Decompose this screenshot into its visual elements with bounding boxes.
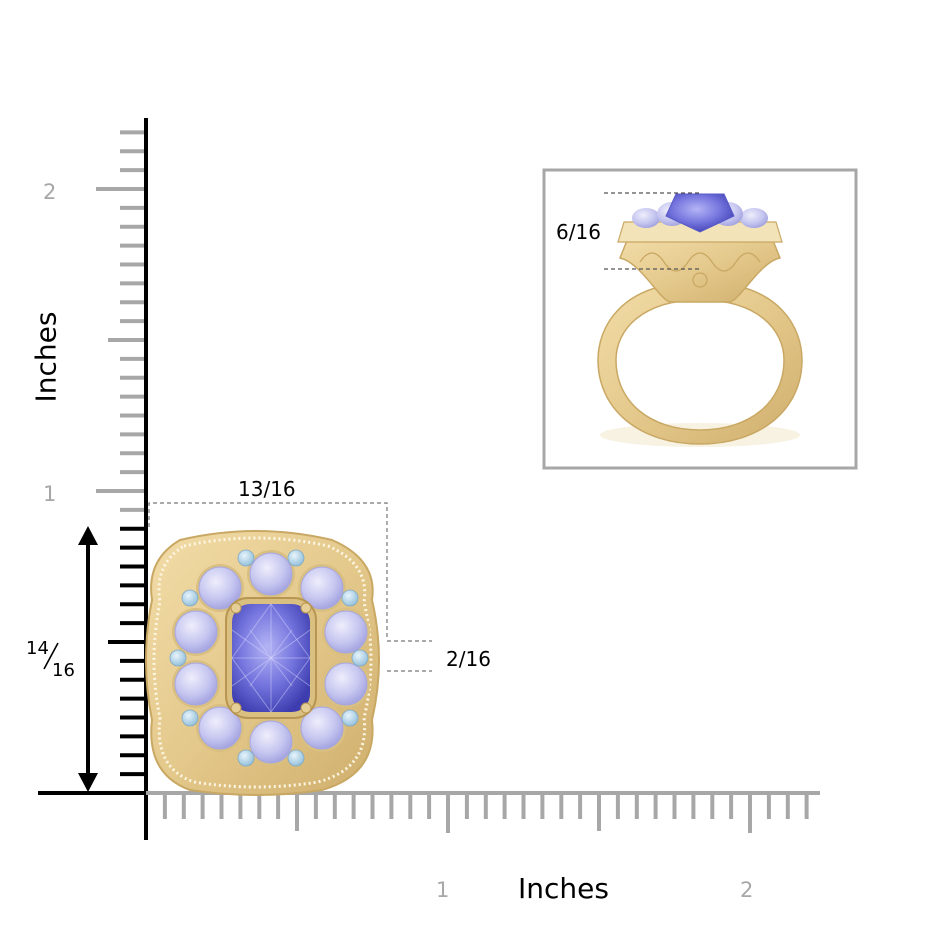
aquamarine-stone	[341, 589, 359, 607]
horizontal-ruler	[162, 793, 809, 833]
prongs	[230, 602, 312, 714]
aquamarine-stone	[287, 749, 305, 767]
center-prong	[230, 702, 242, 714]
halo-tanzanite	[198, 706, 242, 750]
ring-side-view	[597, 193, 803, 447]
halo-tanzanite	[198, 566, 242, 610]
width-dimension-label: 13/16	[238, 477, 296, 501]
halo-tanzanite	[300, 706, 344, 750]
y-axis-title: Inches	[29, 311, 63, 403]
ring-top-view	[145, 530, 380, 796]
center-tanzanite	[232, 604, 310, 712]
aquamarine-stone	[351, 649, 369, 667]
aquamarine-stone	[181, 589, 199, 607]
halo-tanzanite	[249, 552, 293, 596]
x-axis-title: Inches	[518, 872, 609, 905]
halo-tanzanite	[249, 720, 293, 764]
accent-stones	[169, 549, 369, 767]
aquamarine-stone	[181, 709, 199, 727]
halo-tanzanite	[174, 610, 218, 654]
side-offset-label: 2/16	[446, 647, 491, 671]
aquamarine-stone	[287, 549, 305, 567]
setting-height-label: 6/16	[556, 220, 601, 244]
aquamarine-stone	[169, 649, 187, 667]
center-facets	[231, 603, 311, 713]
side-halo-stones	[632, 193, 768, 233]
fraction-slash	[43, 642, 59, 670]
aquamarine-stone	[237, 749, 255, 767]
height-denominator: 16	[52, 660, 75, 681]
center-prong	[300, 602, 312, 614]
x-tick-label-2: 2	[740, 878, 754, 902]
halo-tanzanite	[174, 662, 218, 706]
ring-milgrain-outer	[152, 536, 373, 789]
aquamarine-stone	[237, 549, 255, 567]
ring-head-gallery	[618, 237, 782, 303]
x-tick-label-1: 1	[436, 878, 450, 902]
aquamarine-stone	[341, 709, 359, 727]
halo-tanzanite	[324, 610, 368, 654]
dimension-guides	[148, 502, 432, 672]
y-tick-label-1: 1	[43, 482, 57, 506]
ring-shank	[597, 281, 803, 445]
halo-stones	[172, 550, 370, 766]
y-tick-label-2: 2	[43, 180, 57, 204]
halo-tanzanite	[300, 566, 344, 610]
center-prong	[230, 602, 242, 614]
height-numerator: 14	[26, 638, 49, 659]
side-dimension-guides	[604, 192, 700, 270]
vertical-ruler	[96, 130, 146, 795]
height-arrow	[78, 526, 98, 792]
center-prong	[300, 702, 312, 714]
halo-tanzanite	[324, 662, 368, 706]
